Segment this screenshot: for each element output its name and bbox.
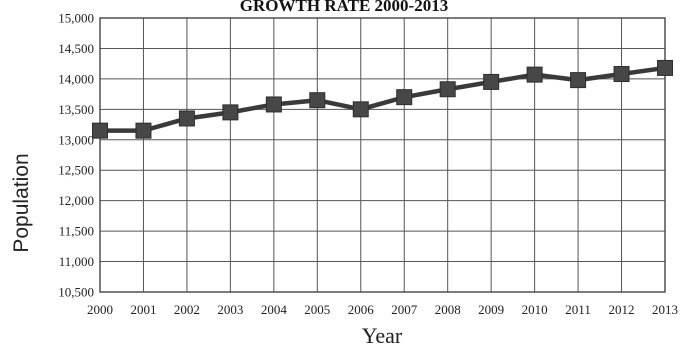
y-tick-label: 12,500 <box>58 163 94 178</box>
plot-frame <box>99 17 666 293</box>
data-point-marker <box>439 81 456 98</box>
y-tick-label: 14,000 <box>58 71 94 86</box>
x-tick-label: 2000 <box>87 302 113 317</box>
series-markers <box>92 59 673 139</box>
grid-lines <box>99 17 666 293</box>
y-tick-label: 13,500 <box>58 102 94 117</box>
x-tick-label: 2008 <box>435 302 461 317</box>
y-tick-label: 13,000 <box>58 132 94 147</box>
x-axis-title: Year <box>362 323 403 346</box>
data-point-marker <box>396 89 413 106</box>
x-tick-label: 2007 <box>391 302 418 317</box>
x-tick-label: 2005 <box>304 302 330 317</box>
y-axis-title: Population <box>10 153 33 252</box>
data-point-marker <box>92 122 108 139</box>
chart-title: GROWTH RATE 2000-2013 <box>240 0 448 15</box>
data-point-marker <box>309 92 326 109</box>
y-tick-label: 14,500 <box>58 41 94 56</box>
data-point-marker <box>570 72 587 89</box>
x-tick-label: 2004 <box>261 302 288 317</box>
data-point-marker <box>265 96 282 113</box>
data-point-marker <box>613 66 630 83</box>
data-point-marker <box>222 104 239 121</box>
y-tick-label: 15,000 <box>58 11 94 26</box>
x-tick-label: 2010 <box>522 302 548 317</box>
x-tick-labels: 2000 2001 2002 2003 2004 2005 2006 2007 2008 2009… <box>87 302 678 317</box>
data-point-marker <box>135 122 152 139</box>
x-tick-label: 2012 <box>609 302 635 317</box>
y-tick-label: 11,000 <box>59 254 94 269</box>
x-tick-label: 2006 <box>348 302 375 317</box>
x-tick-label: 2013 <box>652 302 678 317</box>
y-tick-label: 10,500 <box>58 285 94 300</box>
data-point-marker <box>526 66 543 83</box>
y-tick-label: 12,000 <box>58 193 94 208</box>
x-tick-label: 2001 <box>130 302 156 317</box>
data-point-marker <box>483 73 500 90</box>
y-tick-label: 11,500 <box>59 224 94 239</box>
data-point-marker <box>178 110 195 127</box>
x-tick-label: 2002 <box>174 302 200 317</box>
y-tick-labels: 10,500 11,000 11,500 12,000 12,500 13,000 13,5… <box>58 11 94 300</box>
x-tick-label: 2003 <box>217 302 243 317</box>
x-tick-label: 2011 <box>565 302 591 317</box>
data-point-marker <box>657 59 673 76</box>
data-point-marker <box>352 101 369 118</box>
x-tick-label: 2009 <box>478 302 504 317</box>
